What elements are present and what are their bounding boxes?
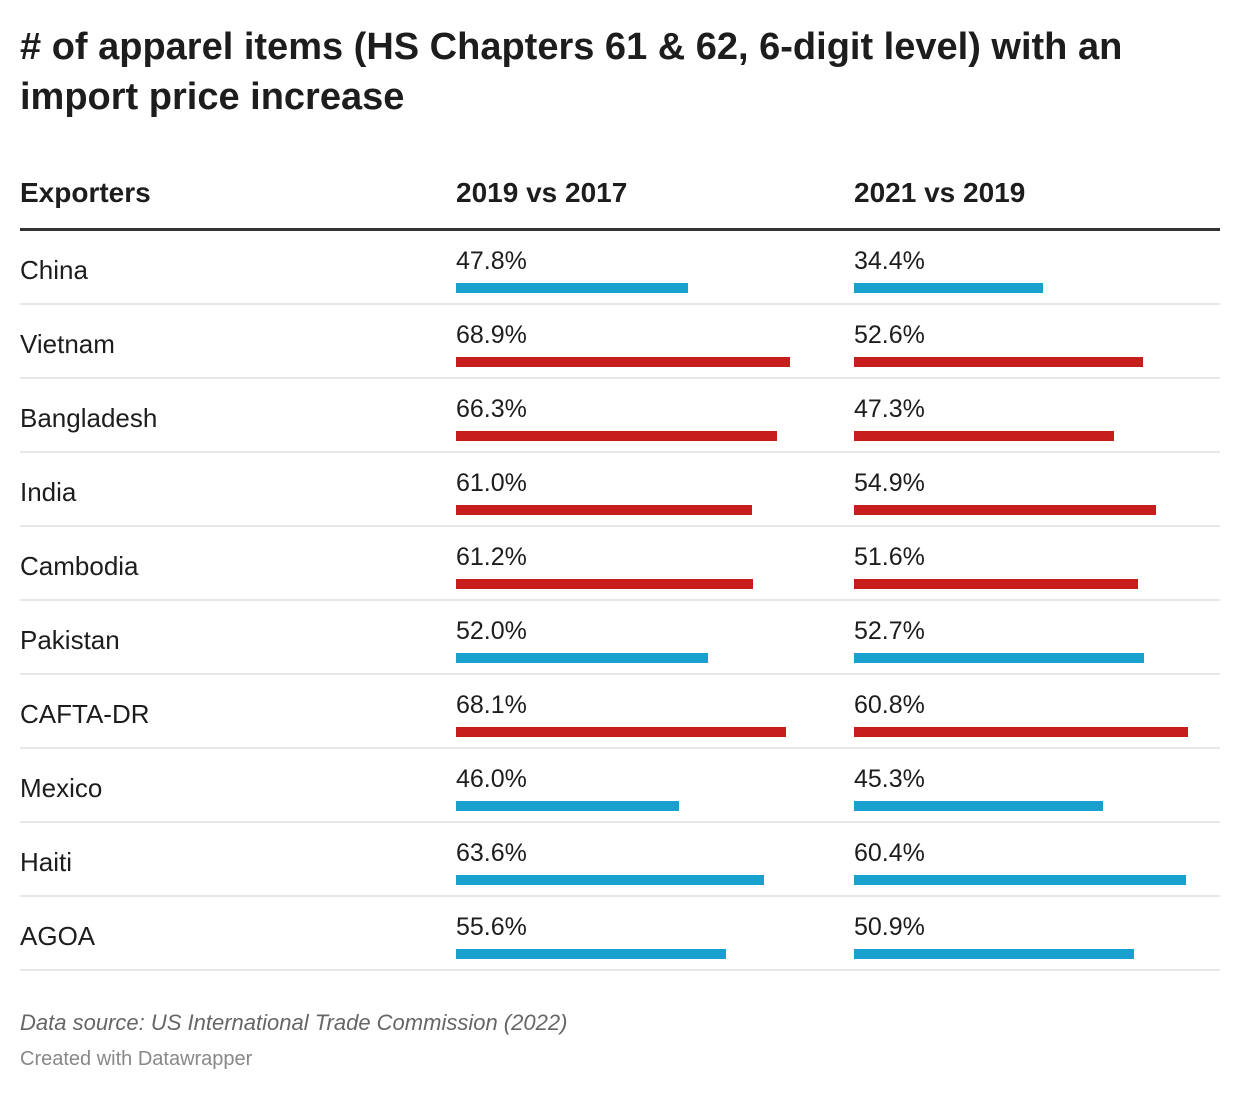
exporter-label: CAFTA-DR bbox=[20, 699, 150, 729]
table-row: China 47.8% 34.4% bbox=[20, 231, 1220, 305]
value-label: 45.3% bbox=[854, 765, 925, 793]
value-label: 68.9% bbox=[456, 321, 527, 349]
value-cell: 50.9% bbox=[854, 897, 1214, 971]
value-cell: 68.9% bbox=[456, 305, 816, 379]
row-divider bbox=[20, 895, 1220, 897]
row-divider bbox=[20, 599, 1220, 601]
table-row: Pakistan 52.0% 52.7% bbox=[20, 601, 1220, 675]
header-divider bbox=[20, 228, 1220, 231]
value-cell: 34.4% bbox=[854, 231, 1214, 305]
value-label: 47.3% bbox=[854, 395, 925, 423]
chart-title: # of apparel items (HS Chapters 61 & 62,… bbox=[20, 26, 1123, 118]
value-bar bbox=[854, 727, 1188, 737]
value-cell: 68.1% bbox=[456, 675, 816, 749]
value-label: 52.6% bbox=[854, 321, 925, 349]
value-cell: 63.6% bbox=[456, 823, 816, 897]
value-cell: 61.0% bbox=[456, 453, 816, 527]
value-label: 34.4% bbox=[854, 247, 925, 275]
exporter-label: India bbox=[20, 477, 77, 507]
value-label: 61.0% bbox=[456, 469, 527, 497]
value-cell: 55.6% bbox=[456, 897, 816, 971]
table-row: AGOA 55.6% 50.9% bbox=[20, 897, 1220, 971]
value-bar bbox=[854, 283, 1043, 293]
row-divider bbox=[20, 673, 1220, 675]
value-cell: 46.0% bbox=[456, 749, 816, 823]
value-bar bbox=[456, 727, 787, 737]
value-bar bbox=[456, 875, 765, 885]
value-label: 60.8% bbox=[854, 691, 925, 719]
value-bar bbox=[854, 579, 1138, 589]
value-bar bbox=[854, 801, 1103, 811]
value-bar bbox=[854, 875, 1186, 885]
value-label: 54.9% bbox=[854, 469, 925, 497]
value-label: 60.4% bbox=[854, 839, 925, 867]
value-cell: 52.6% bbox=[854, 305, 1214, 379]
value-bar bbox=[456, 579, 753, 589]
value-label: 52.0% bbox=[456, 617, 527, 645]
table-row: Bangladesh 66.3% 47.3% bbox=[20, 379, 1220, 453]
value-bar bbox=[456, 431, 778, 441]
value-cell: 52.0% bbox=[456, 601, 816, 675]
value-cell: 60.8% bbox=[854, 675, 1214, 749]
value-label: 55.6% bbox=[456, 913, 527, 941]
table-row: India 61.0% 54.9% bbox=[20, 453, 1220, 527]
value-cell: 60.4% bbox=[854, 823, 1214, 897]
value-bar bbox=[456, 357, 790, 367]
value-cell: 66.3% bbox=[456, 379, 816, 453]
value-bar bbox=[456, 949, 726, 959]
row-divider bbox=[20, 821, 1220, 823]
value-bar bbox=[854, 949, 1134, 959]
value-cell: 47.3% bbox=[854, 379, 1214, 453]
table-row: Vietnam 68.9% 52.6% bbox=[20, 305, 1220, 379]
value-cell: 61.2% bbox=[456, 527, 816, 601]
value-bar bbox=[854, 431, 1114, 441]
row-divider bbox=[20, 747, 1220, 749]
exporter-label: Mexico bbox=[20, 773, 103, 803]
value-cell: 45.3% bbox=[854, 749, 1214, 823]
value-bar bbox=[456, 283, 688, 293]
column-header-exporters[interactable]: Exporters bbox=[20, 177, 151, 208]
value-bar bbox=[854, 505, 1156, 515]
value-label: 50.9% bbox=[854, 913, 925, 941]
row-divider bbox=[20, 377, 1220, 379]
row-divider bbox=[20, 451, 1220, 453]
exporter-label: AGOA bbox=[20, 921, 96, 951]
table-row: Haiti 63.6% 60.4% bbox=[20, 823, 1220, 897]
value-label: 63.6% bbox=[456, 839, 527, 867]
value-label: 68.1% bbox=[456, 691, 527, 719]
exporter-label: Vietnam bbox=[20, 329, 115, 359]
value-cell: 54.9% bbox=[854, 453, 1214, 527]
table-row: Mexico 46.0% 45.3% bbox=[20, 749, 1220, 823]
datawrapper-credit[interactable]: Created with Datawrapper bbox=[20, 1048, 253, 1070]
value-bar bbox=[456, 653, 709, 663]
exporter-label: Cambodia bbox=[20, 551, 139, 581]
table-row: CAFTA-DR 68.1% 60.8% bbox=[20, 675, 1220, 749]
value-label: 52.7% bbox=[854, 617, 925, 645]
value-label: 66.3% bbox=[456, 395, 527, 423]
exporter-label: China bbox=[20, 255, 88, 285]
column-header-2021-vs-2019[interactable]: 2021 vs 2019 bbox=[854, 177, 1026, 208]
data-source: Data source: US International Trade Comm… bbox=[20, 1010, 568, 1035]
value-bar bbox=[854, 653, 1144, 663]
value-bar bbox=[854, 357, 1143, 367]
value-label: 46.0% bbox=[456, 765, 527, 793]
value-bar bbox=[456, 505, 752, 515]
row-divider bbox=[20, 969, 1220, 971]
value-label: 47.8% bbox=[456, 247, 527, 275]
value-label: 61.2% bbox=[456, 543, 527, 571]
table-row: Cambodia 61.2% 51.6% bbox=[20, 527, 1220, 601]
value-cell: 47.8% bbox=[456, 231, 816, 305]
value-cell: 52.7% bbox=[854, 601, 1214, 675]
exporter-label: Haiti bbox=[20, 847, 73, 877]
value-label: 51.6% bbox=[854, 543, 925, 571]
value-cell: 51.6% bbox=[854, 527, 1214, 601]
column-header-2019-vs-2017[interactable]: 2019 vs 2017 bbox=[456, 177, 628, 208]
row-divider bbox=[20, 525, 1220, 527]
value-bar bbox=[456, 801, 679, 811]
exporter-label: Bangladesh bbox=[20, 403, 158, 433]
row-divider bbox=[20, 303, 1220, 305]
exporter-label: Pakistan bbox=[20, 625, 120, 655]
